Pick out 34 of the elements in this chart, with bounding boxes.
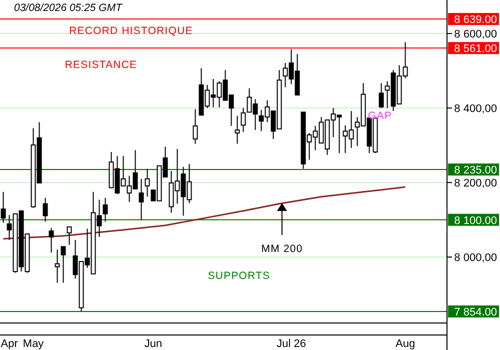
annotation: SUPPORTS [208, 270, 270, 282]
x-tick-label: Jul 26 [276, 338, 306, 350]
ref-line-label: 8 235.00 [454, 164, 497, 177]
candlestick [138, 178, 144, 220]
candlestick [66, 226, 72, 246]
annotation: MM 200 [261, 243, 303, 255]
ref-line-label: 7 854.00 [454, 306, 497, 318]
x-tick-label: Apr [0, 338, 18, 350]
y-tick-label: 8 000,00 [454, 252, 497, 264]
candlestick [42, 197, 48, 222]
annotation: RESISTANCE [64, 59, 138, 71]
candlestick [102, 197, 108, 222]
annotation: GAP [368, 110, 392, 122]
candlestick [60, 246, 66, 284]
candlestick [48, 228, 54, 254]
candlestick [54, 249, 60, 284]
candlestick [192, 108, 198, 144]
line-series [2, 186, 406, 240]
annotation: 03/08/2026 05:25 GMT [14, 2, 124, 14]
ref-line-label: 8 639.00 [454, 14, 497, 26]
ref-line-label: 8 100.00 [454, 214, 497, 227]
candlestick [234, 115, 240, 144]
candlestick [144, 168, 150, 198]
candlestick [240, 108, 246, 132]
y-tick-label: 8 200,00 [454, 178, 497, 190]
x-tick-label: May [22, 338, 44, 350]
y-tick-label: 8 600,00 [454, 28, 497, 41]
y-tick-label: 8 400,00 [454, 103, 497, 116]
ref-line-label: 8 561.00 [454, 43, 497, 56]
candlestick [378, 82, 384, 109]
annotation: RECORD HISTORIQUE [69, 25, 193, 37]
x-tick-label: Jun [144, 338, 162, 350]
candlestick [0, 191, 6, 224]
x-tick-label: Aug [396, 338, 416, 350]
